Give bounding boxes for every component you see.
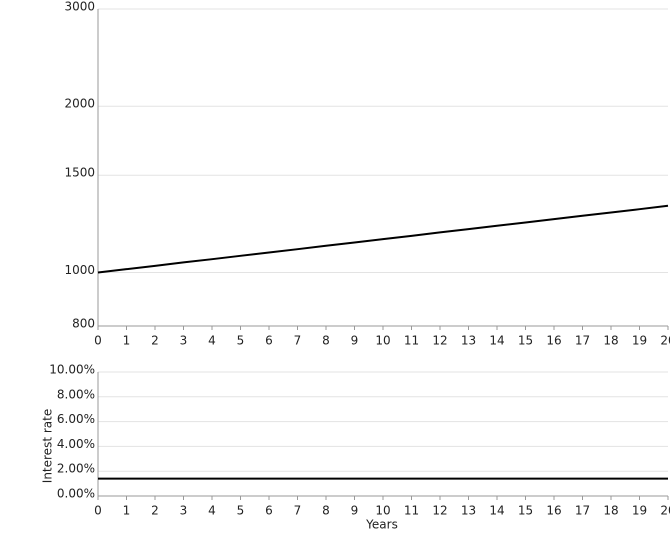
line: [97, 204, 669, 274]
y-tick-label: 1000: [64, 263, 95, 277]
x-tick-label: 10: [375, 334, 390, 348]
x-tick-label: 5: [237, 504, 245, 518]
x-tick-label: 4: [208, 504, 216, 518]
x-tick-label: 0: [94, 504, 102, 518]
y-tick-label: 0.00%: [57, 487, 95, 501]
x-tick-label: 8: [322, 334, 330, 348]
x-tick-label: 0: [94, 334, 102, 348]
x-tick-label: 12: [432, 334, 447, 348]
x-tick-label: 16: [546, 334, 561, 348]
x-tick-label: 7: [294, 334, 302, 348]
y-tick-label: 6.00%: [57, 412, 95, 426]
x-tick-label: 6: [265, 334, 273, 348]
y-tick-label: 2.00%: [57, 462, 95, 476]
x-tick-label: 11: [404, 334, 419, 348]
x-tick-label: 2: [151, 504, 159, 518]
x-tick-label: 12: [432, 504, 447, 518]
x-tick-label: 20: [660, 504, 670, 518]
y-tick-label: 8.00%: [57, 387, 95, 401]
x-tick-label: 17: [575, 334, 590, 348]
y-axis-label: Interest rate: [41, 409, 55, 483]
x-tick-label: 19: [632, 334, 647, 348]
x-tick-label: 6: [265, 504, 273, 518]
x-tick-label: 5: [237, 334, 245, 348]
x-tick-label: 9: [351, 334, 359, 348]
x-tick-label: 7: [294, 504, 302, 518]
x-tick-label: 14: [489, 334, 504, 348]
x-tick-label: 13: [461, 334, 476, 348]
x-tick-label: 14: [489, 504, 504, 518]
y-tick-label: 800: [72, 317, 95, 331]
x-tick-label: 8: [322, 504, 330, 518]
y-tick-label: 10.00%: [49, 363, 95, 377]
x-tick-label: 2: [151, 334, 159, 348]
x-axis-label: Years: [365, 518, 398, 532]
x-tick-label: 3: [180, 334, 188, 348]
y-tick-label: 2000: [64, 97, 95, 111]
x-tick-label: 17: [575, 504, 590, 518]
y-tick-label: 1500: [64, 166, 95, 180]
x-tick-label: 9: [351, 504, 359, 518]
x-tick-label: 13: [461, 504, 476, 518]
x-tick-label: 11: [404, 504, 419, 518]
x-tick-label: 15: [518, 334, 533, 348]
x-tick-label: 1: [123, 504, 131, 518]
y-tick-label: 4.00%: [57, 437, 95, 451]
x-tick-label: 20: [660, 334, 670, 348]
x-tick-label: 4: [208, 334, 216, 348]
x-tick-label: 15: [518, 504, 533, 518]
x-tick-label: 18: [603, 504, 618, 518]
x-tick-label: 16: [546, 504, 561, 518]
x-tick-label: 19: [632, 504, 647, 518]
x-tick-label: 1: [123, 334, 131, 348]
x-tick-label: 10: [375, 504, 390, 518]
x-tick-label: 18: [603, 334, 618, 348]
x-tick-label: 3: [180, 504, 188, 518]
y-tick-label: 3000: [64, 0, 95, 14]
